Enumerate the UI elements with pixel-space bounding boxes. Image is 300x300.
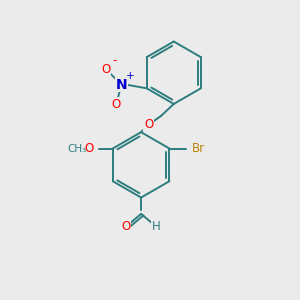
Text: O: O (111, 98, 120, 111)
Text: O: O (144, 118, 153, 131)
Text: O: O (84, 142, 93, 155)
Text: N: N (116, 78, 127, 92)
Text: +: + (126, 71, 135, 81)
Text: O: O (122, 220, 131, 233)
Text: H: H (152, 220, 160, 233)
Text: CH₃: CH₃ (67, 143, 86, 154)
Text: -: - (112, 55, 116, 68)
Text: Br: Br (192, 142, 205, 155)
Text: O: O (101, 63, 111, 76)
